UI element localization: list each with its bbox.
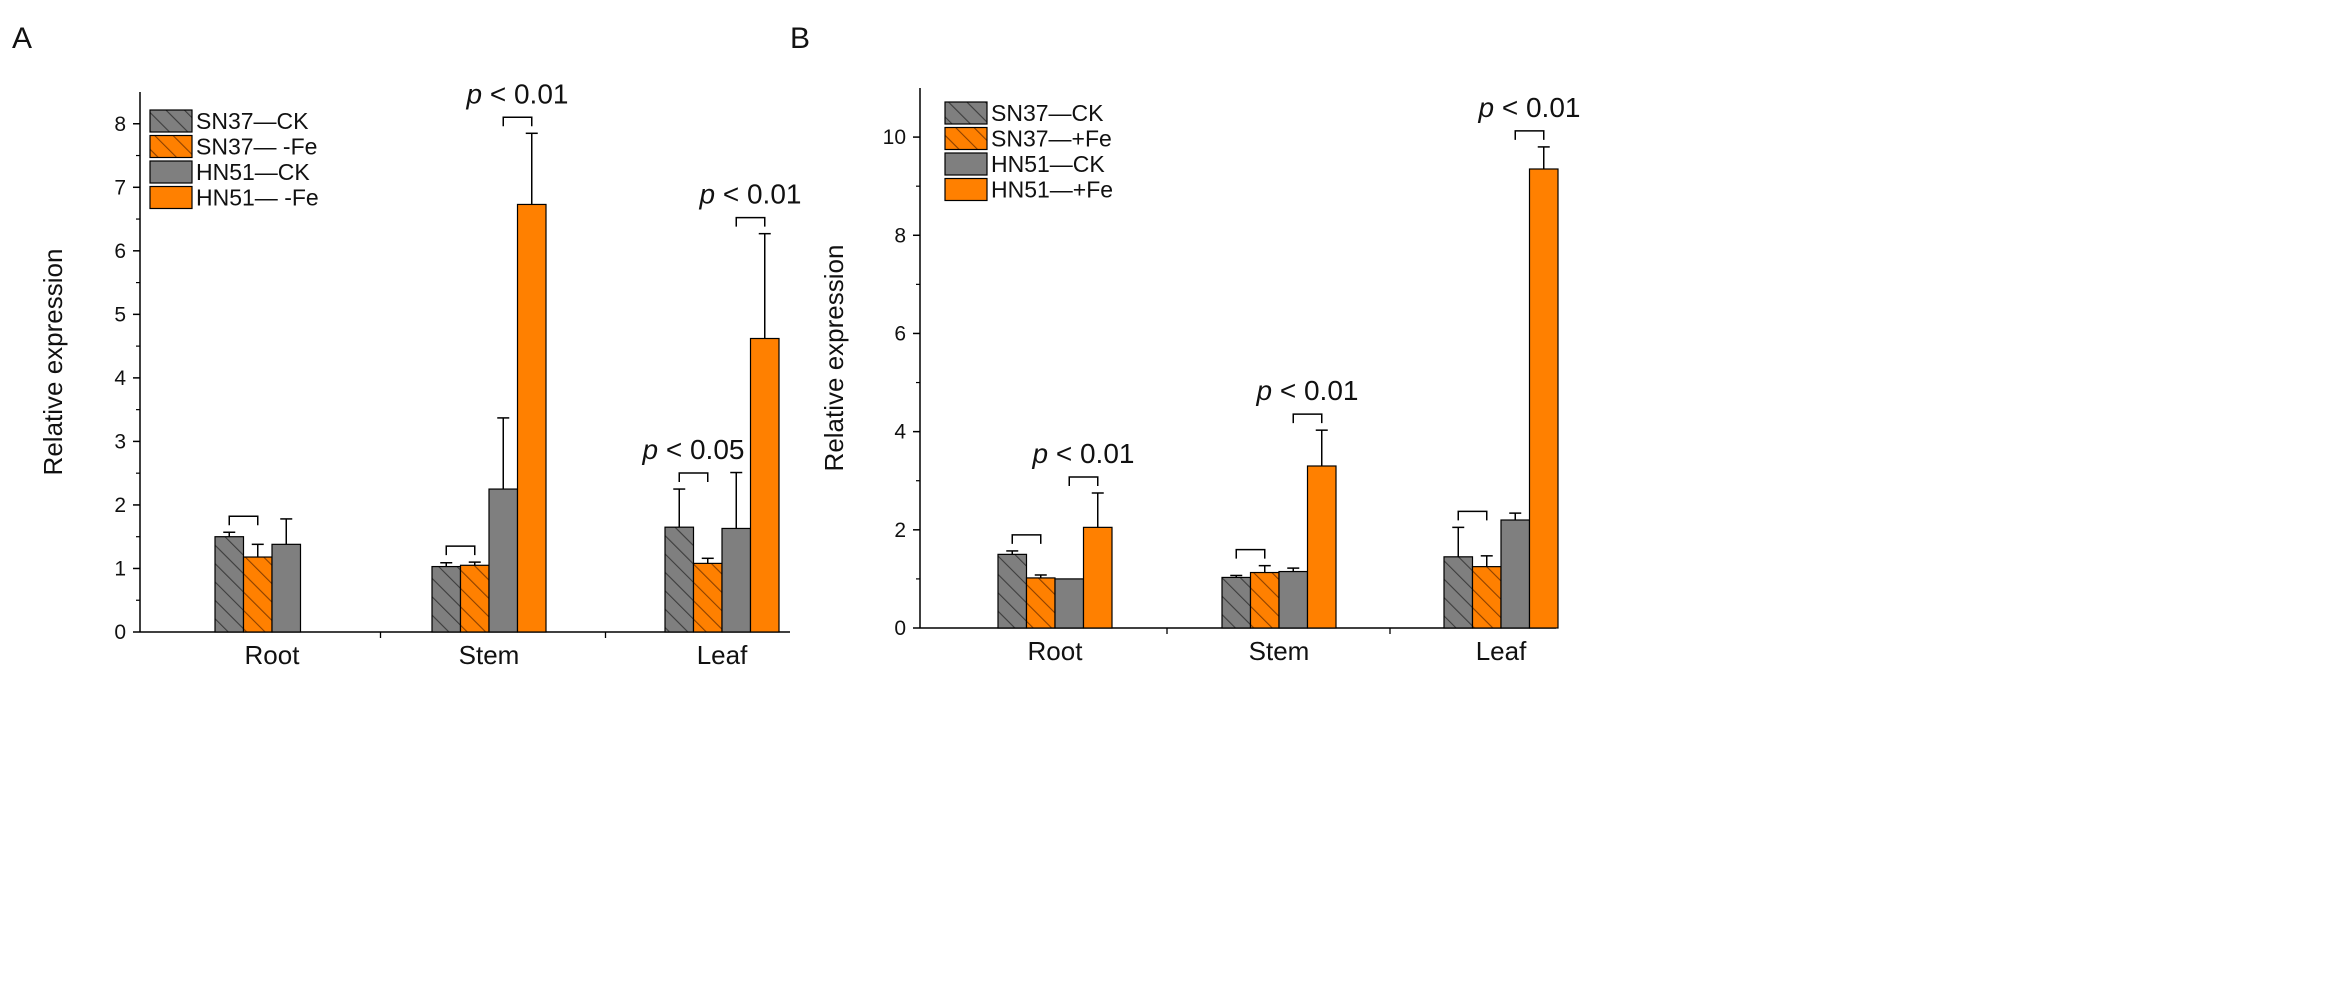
legend-swatch <box>944 152 988 176</box>
x-tick-label: Root <box>245 640 301 670</box>
significance-bracket <box>502 116 533 127</box>
y-tick-label: 8 <box>894 224 906 247</box>
significance-bracket <box>1457 510 1488 521</box>
significance-bracket <box>1514 130 1545 140</box>
legend-swatch <box>149 160 193 184</box>
bar <box>1471 566 1502 629</box>
significance-bracket <box>1235 548 1266 559</box>
y-tick-label: 4 <box>114 367 126 390</box>
bar <box>488 488 519 633</box>
bar <box>242 556 273 633</box>
y-axis-label: Relative expression <box>819 245 849 472</box>
significance-bracket <box>1011 534 1042 544</box>
legend-swatch <box>944 126 988 151</box>
legend-label: SN37—CK <box>196 108 309 134</box>
legend-swatch <box>149 185 193 210</box>
x-tick-label: Leaf <box>1476 636 1527 666</box>
bar <box>692 562 723 633</box>
bar <box>664 526 695 633</box>
x-tick-label: Root <box>1028 636 1084 666</box>
significance-bracket <box>678 472 709 483</box>
legend-label: SN37— -Fe <box>196 134 317 160</box>
y-tick-label: 0 <box>894 617 906 640</box>
bar <box>516 203 547 633</box>
legend-label: HN51— -Fe <box>196 185 319 211</box>
legend-swatch <box>149 134 193 159</box>
bar <box>997 553 1028 629</box>
legend-label: HN51—CK <box>196 159 310 185</box>
y-tick-label: 3 <box>114 430 126 453</box>
bar <box>1025 577 1056 629</box>
bar <box>1278 570 1309 629</box>
y-tick-label: 10 <box>883 126 906 149</box>
bar <box>1306 465 1337 629</box>
bar <box>749 337 780 633</box>
bar <box>1054 578 1085 629</box>
panel-label-B: B <box>790 22 810 55</box>
bar <box>1500 519 1531 629</box>
legend-label: SN37—CK <box>991 100 1104 126</box>
x-tick-label: Leaf <box>697 640 748 670</box>
significance-bracket <box>228 515 259 526</box>
y-tick-label: 2 <box>114 494 126 517</box>
bar <box>1082 526 1113 629</box>
bar <box>1249 571 1280 629</box>
legend-swatch <box>149 109 193 133</box>
significance-bracket <box>445 545 476 556</box>
bar <box>271 543 302 633</box>
y-tick-label: 6 <box>894 322 906 345</box>
legend-label: SN37—+Fe <box>991 126 1112 152</box>
legend-swatch <box>944 177 988 202</box>
y-tick-label: 8 <box>114 113 126 136</box>
bar <box>721 527 752 633</box>
y-tick-label: 1 <box>114 557 126 580</box>
x-tick-label: Stem <box>459 640 520 670</box>
bar <box>1443 556 1474 629</box>
bar <box>459 564 490 633</box>
significance-bracket <box>1068 476 1099 486</box>
x-tick-label: Stem <box>1249 636 1310 666</box>
legend-swatch <box>944 101 988 125</box>
y-tick-label: 7 <box>114 176 126 199</box>
y-tick-label: 6 <box>114 240 126 263</box>
y-tick-label: 4 <box>894 421 906 444</box>
legend-label: HN51—CK <box>991 151 1105 177</box>
significance-label: p < 0.01 <box>1256 375 1359 406</box>
y-tick-label: 0 <box>114 621 126 644</box>
significance-label: p < 0.01 <box>1478 92 1581 123</box>
bar <box>431 565 462 633</box>
bar <box>214 536 245 633</box>
significance-bracket <box>735 216 766 227</box>
bar <box>1528 168 1559 629</box>
significance-label: p < 0.05 <box>642 434 745 465</box>
panel-label-A: A <box>12 22 32 55</box>
y-tick-label: 5 <box>114 303 126 326</box>
y-tick-label: 2 <box>894 519 906 542</box>
bar <box>1221 576 1252 629</box>
y-axis-label: Relative expression <box>38 249 68 476</box>
significance-label: p < 0.01 <box>1032 438 1135 469</box>
significance-label: p < 0.01 <box>466 78 569 109</box>
significance-label: p < 0.01 <box>699 179 802 210</box>
significance-bracket <box>1292 413 1323 424</box>
legend-label: HN51—+Fe <box>991 177 1113 203</box>
